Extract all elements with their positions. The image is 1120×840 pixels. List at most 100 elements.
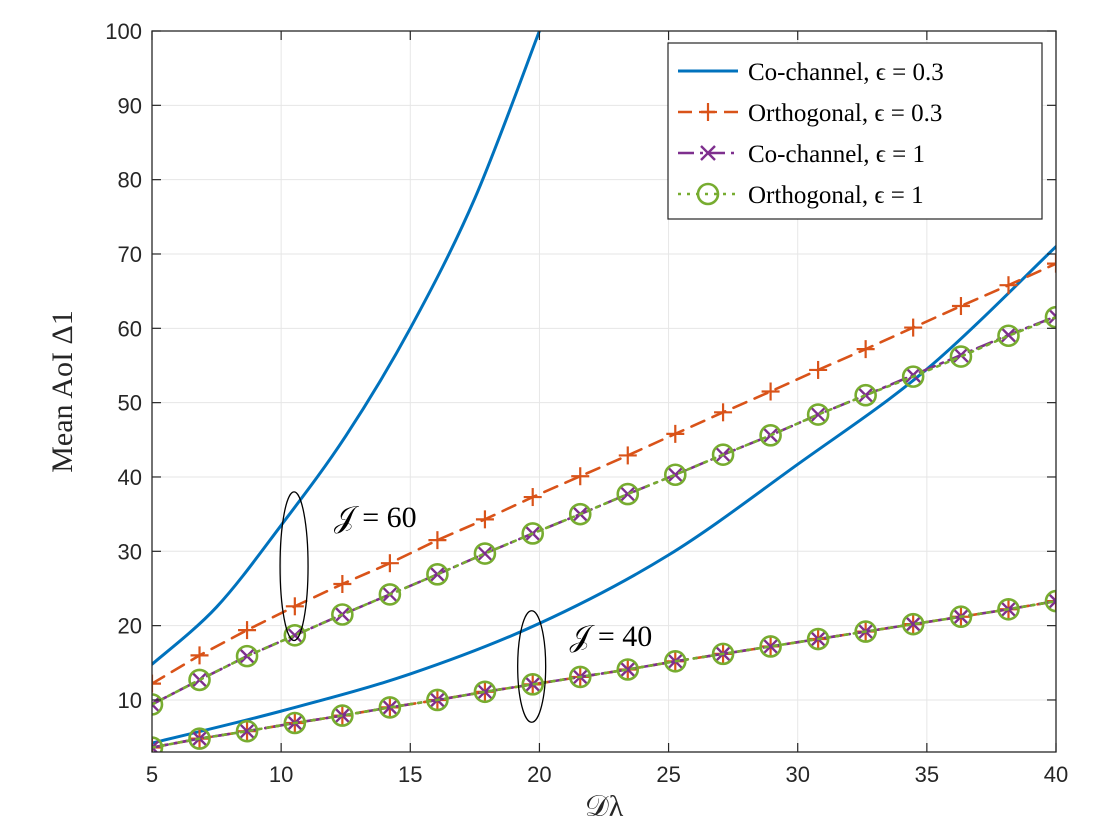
y-tick-label: 60	[118, 316, 142, 341]
data-point-marker	[473, 542, 497, 565]
legend-marker	[696, 182, 720, 206]
y-tick-label: 100	[105, 19, 142, 44]
legend-label: Co-channel, ϵ = 0.3	[748, 59, 944, 86]
data-point-marker	[521, 673, 545, 696]
data-point-marker	[523, 488, 542, 507]
data-point-marker	[475, 510, 494, 529]
data-point-marker	[333, 575, 352, 594]
x-tick-label: 5	[146, 762, 158, 787]
data-point-marker	[854, 620, 877, 643]
data-point-marker	[663, 463, 687, 487]
data-point-marker	[235, 719, 259, 743]
data-point-marker	[854, 383, 877, 407]
data-point-marker	[1047, 254, 1056, 273]
data-point-marker	[283, 711, 307, 735]
series-1	[152, 245, 1056, 745]
data-point-marker	[618, 446, 637, 465]
data-point-marker	[666, 424, 685, 443]
group-ellipse	[517, 610, 547, 723]
series-line	[152, 31, 541, 666]
data-point-marker	[152, 674, 161, 693]
data-point-marker	[239, 648, 255, 664]
data-point-marker	[949, 345, 973, 368]
legend-marker	[700, 145, 716, 161]
data-point-marker	[568, 665, 592, 689]
legend-marker	[699, 103, 717, 121]
series-line	[152, 599, 1056, 749]
x-tick-label: 15	[398, 762, 422, 787]
data-point-marker	[997, 324, 1020, 348]
data-point-marker	[521, 522, 545, 545]
data-point-marker	[663, 650, 687, 673]
data-point-marker	[762, 638, 779, 655]
data-point-marker	[235, 644, 259, 668]
data-point-marker	[239, 723, 255, 740]
annotations: 𝒥 = 60 𝒥 = 40	[279, 491, 653, 723]
data-point-marker	[1048, 308, 1056, 325]
data-point-marker	[761, 382, 780, 401]
axis-ticks: 5 10 15 20 25 30 35 40 10 20 30 40 50 60 70 80 90 100	[105, 19, 1068, 787]
data-point-marker	[806, 627, 830, 651]
data-point-marker	[714, 403, 733, 422]
series-7	[152, 589, 1056, 752]
x-tick-label: 30	[785, 762, 809, 787]
series-2	[152, 254, 1056, 693]
data-point-marker	[378, 696, 402, 719]
data-point-marker	[286, 627, 303, 644]
data-point-marker	[997, 597, 1020, 621]
y-axis-label: Mean AoI Δ1	[46, 310, 79, 473]
x-tick-label: 40	[1044, 762, 1068, 787]
data-point-marker	[1000, 327, 1017, 343]
data-point-marker	[426, 563, 449, 586]
data-point-marker	[331, 704, 354, 727]
y-tick-label: 70	[118, 242, 142, 267]
annotation-label: 𝒥 = 60	[334, 501, 417, 534]
data-point-marker	[152, 736, 164, 752]
x-tick-label: 20	[527, 762, 551, 787]
data-point-marker	[331, 603, 354, 626]
annotation-label: 𝒥 = 40	[570, 620, 653, 653]
data-point-marker	[616, 658, 640, 681]
data-point-marker	[190, 646, 209, 665]
data-point-marker	[759, 424, 782, 447]
x-tick-label: 10	[269, 762, 293, 787]
y-tick-label: 40	[118, 465, 142, 490]
data-point-marker	[152, 693, 164, 716]
data-point-marker	[188, 727, 211, 750]
data-point-marker	[571, 467, 590, 486]
y-tick-label: 30	[118, 539, 142, 564]
series-6	[152, 593, 1056, 752]
series-4	[152, 305, 1056, 716]
series-0	[152, 31, 541, 666]
data-point-marker	[152, 739, 160, 752]
data-point-marker	[759, 635, 782, 658]
data-point-marker	[568, 502, 592, 526]
data-point-marker	[1044, 589, 1056, 613]
data-point-marker	[901, 365, 925, 388]
data-point-marker	[477, 545, 493, 562]
series-layer	[152, 31, 1056, 752]
data-point-marker	[619, 661, 636, 678]
data-point-marker	[1044, 305, 1056, 329]
data-point-marker	[380, 554, 399, 573]
x-axis-label: 𝒟λ	[585, 790, 624, 823]
y-tick-label: 10	[118, 688, 142, 713]
data-point-marker	[378, 583, 402, 606]
legend-label: Co-channel, ϵ = 1	[748, 141, 925, 168]
data-point-marker	[806, 403, 830, 426]
data-point-marker	[905, 616, 922, 633]
legend-item: Co-channel, ϵ = 0.3	[678, 59, 944, 86]
x-tick-label: 25	[656, 762, 680, 787]
data-point-marker	[905, 367, 922, 383]
y-tick-label: 90	[118, 93, 142, 118]
data-point-marker	[810, 406, 826, 423]
data-point-marker	[1048, 593, 1056, 609]
data-point-marker	[667, 466, 684, 483]
data-point-marker	[426, 688, 449, 712]
data-point-marker	[477, 683, 493, 700]
data-point-marker	[283, 624, 307, 647]
data-point-marker	[238, 621, 257, 640]
data-point-marker	[188, 668, 211, 692]
data-point-marker	[951, 297, 970, 316]
